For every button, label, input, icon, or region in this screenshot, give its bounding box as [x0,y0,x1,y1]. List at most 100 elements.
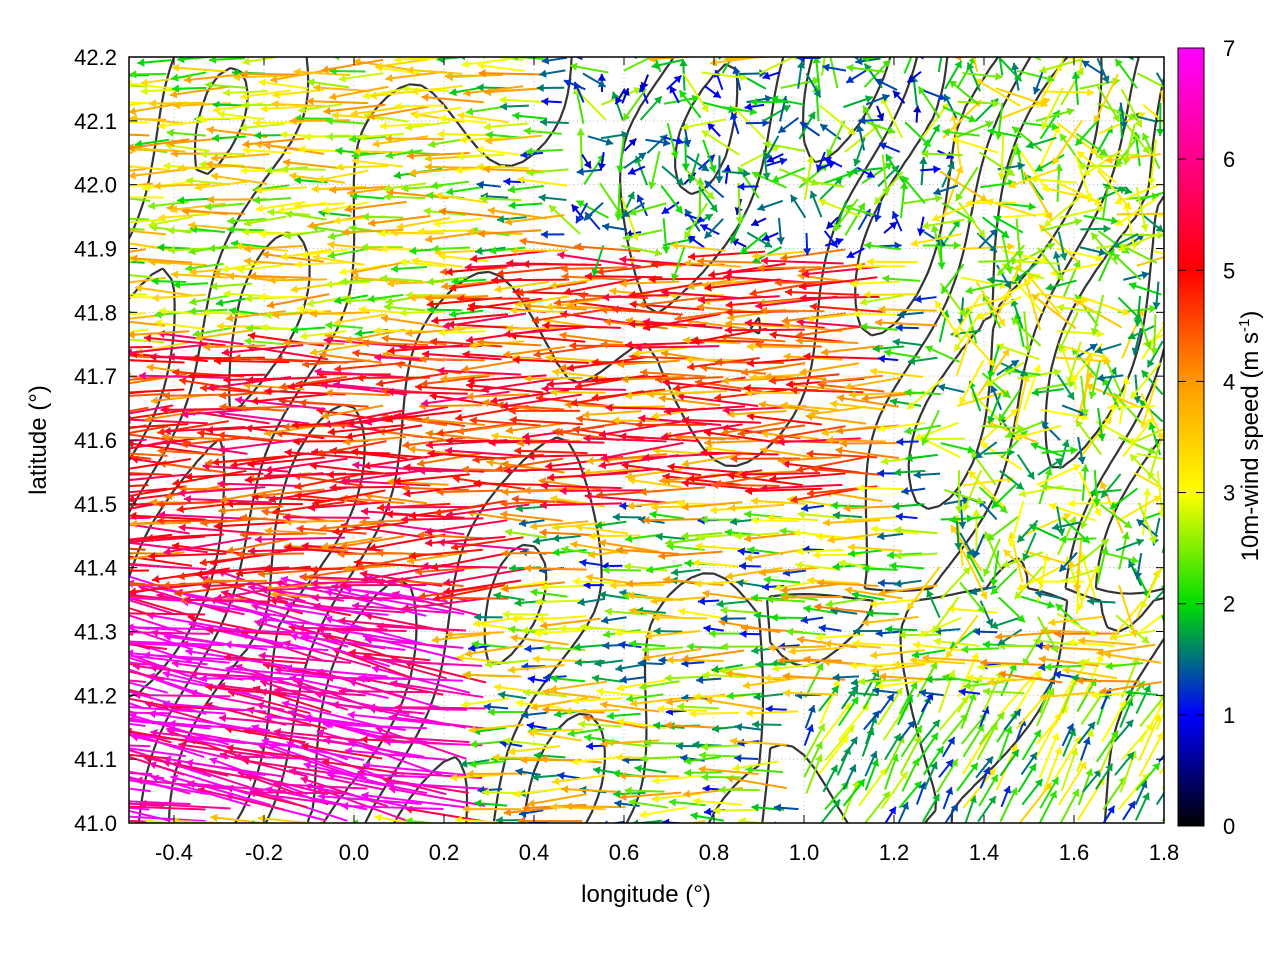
wind-arrow-head [196,114,204,124]
wind-arrow-head [674,314,682,323]
wind-arrow [702,279,762,287]
wind-arrow-head [412,110,420,119]
wind-arrow-head [542,687,550,697]
wind-arrow-head [325,117,333,126]
wind-arrow-head [74,541,81,549]
wind-arrow-head [466,769,474,779]
wind-arrow-head [176,504,184,514]
wind-arrow-head [1085,353,1094,361]
wind-arrow [505,421,569,433]
wind-arrow-head [889,561,897,571]
wind-arrow-head [545,302,553,311]
wind-arrow-head [434,248,442,257]
wind-arrow [133,694,231,698]
wind-arrow [764,375,826,380]
wind-arrow-head [1075,137,1084,146]
wind-arrow [970,450,997,486]
wind-arrow-head [1026,471,1035,480]
wind-arrow [745,487,823,493]
wind-arrow [754,343,822,348]
wind-arrow [129,583,172,587]
wind-arrow [174,584,245,595]
wind-arrow-head [1083,168,1092,176]
wind-arrow-head [411,256,419,266]
wind-arrow-head [418,591,426,601]
wind-arrow-head [612,769,621,778]
wind-arrow [1048,615,1103,624]
wind-arrow-head [844,382,852,391]
wind-arrow-head [681,459,690,468]
wind-arrow-head [796,635,805,644]
wind-arrow [138,374,229,379]
wind-arrow [420,374,490,386]
wind-arrow [129,468,130,471]
wind-arrow-head [1042,643,1050,652]
wind-arrow [194,180,248,190]
wind-arrow-head [653,627,661,636]
wind-arrow-head [844,586,853,595]
wind-arrow-head [1005,430,1014,439]
wind-arrow-head [812,57,821,64]
wind-arrow [718,664,763,673]
wind-arrow [912,643,963,652]
wind-arrow-head [142,183,150,192]
wind-arrow-head [273,727,281,737]
wind-arrow [884,735,905,774]
wind-arrow-head [264,387,272,396]
wind-arrow-head [858,677,865,686]
wind-arrow-head [218,445,226,454]
wind-arrow-head [673,75,682,84]
wind-arrow-head [1035,164,1044,172]
wind-arrow-head [930,732,938,741]
wind-arrow [774,280,843,284]
wind-arrow-head [684,768,692,777]
wind-arrow-head [1084,193,1093,201]
wind-arrow [708,262,786,277]
wind-arrow [1099,731,1119,773]
wind-arrow-head [628,138,637,147]
wind-arrow-head [591,268,600,277]
wind-arrow-head [46,796,53,804]
wind-arrow [129,535,206,544]
wind-arrow [1116,495,1162,523]
wind-arrow [681,453,741,466]
wind-arrow-head [884,163,893,171]
wind-arrow-head [170,90,178,99]
wind-arrow-head [708,270,716,279]
wind-arrow [843,516,898,522]
wind-arrow-head [747,412,755,421]
wind-arrow-head [104,649,111,657]
wind-arrow-head [218,506,226,515]
wind-arrow-head [405,328,413,338]
wind-arrow-head [217,110,226,119]
wind-arrow [1038,732,1059,779]
wind-arrow-head [390,679,398,688]
wind-arrow-head [652,776,660,785]
wind-arrow-head [818,624,826,633]
wind-arrow-head [140,87,148,96]
wind-arrow-head [652,446,660,455]
wind-arrow-head [415,382,423,392]
wind-arrow-head [272,310,280,319]
wind-arrow-head [1052,522,1060,531]
wind-arrow-head [540,230,548,239]
wind-arrow-head [453,324,461,333]
wind-arrow-head [533,628,541,638]
wind-arrow-head [809,302,817,311]
wind-arrow-head [91,215,98,223]
wind-arrow [632,346,687,356]
wind-arrow [514,449,588,455]
wind-arrow-head [987,358,995,367]
wind-arrow [732,760,779,770]
wind-arrow [329,185,391,192]
wind-arrow [443,579,522,594]
wind-arrow-head [773,803,781,812]
wind-arrow-head [401,483,409,493]
wind-arrow-head [356,562,365,571]
wind-arrow [219,752,308,778]
wind-arrow-head [154,310,162,319]
wind-arrow-head [1089,488,1097,497]
wind-arrow-head [408,551,417,560]
wind-arrow-head [713,806,720,815]
wind-arrow [563,277,642,294]
